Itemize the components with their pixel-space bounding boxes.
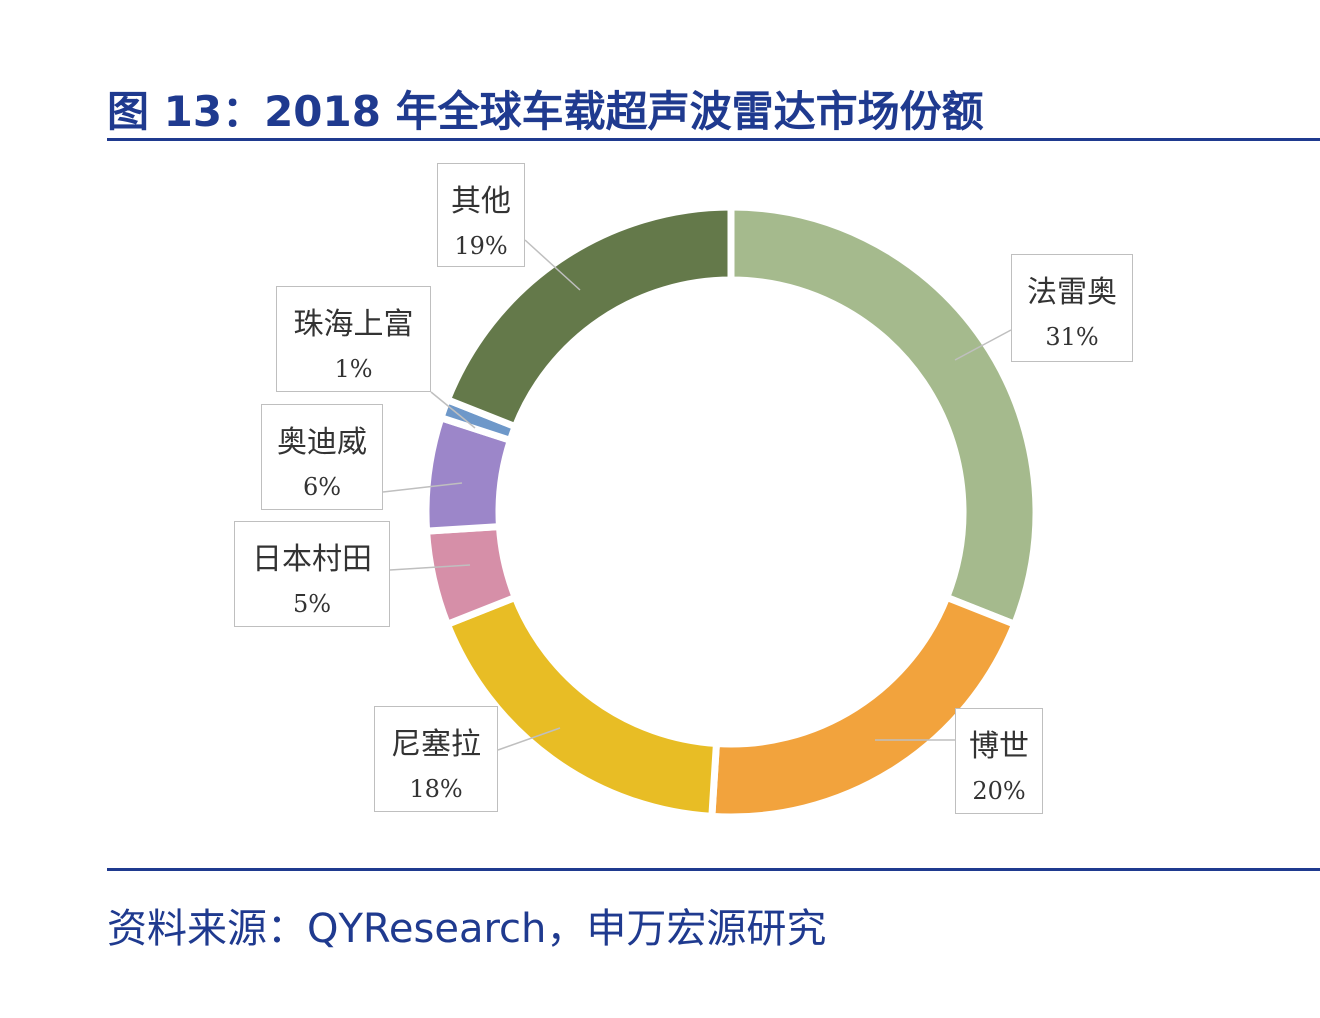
- callout-line-6: [524, 239, 581, 291]
- chart-title: 图 13：2018 年全球车载超声波雷达市场份额: [107, 87, 984, 136]
- data-label-box: 法雷奥 31%: [1011, 254, 1133, 362]
- data-label-box: 奥迪威 6%: [261, 404, 383, 510]
- data-label-value: 19%: [454, 232, 508, 260]
- callout-line-4: [382, 482, 463, 493]
- data-label-name: 博世: [969, 729, 1029, 764]
- data-label-value: 18%: [409, 775, 463, 803]
- title-rule: [107, 138, 1320, 141]
- data-label-value: 6%: [302, 473, 342, 501]
- data-label-name: 日本村田: [252, 542, 372, 577]
- callout-line-5: [430, 391, 476, 429]
- source-note: 资料来源：QYResearch，申万宏源研究: [107, 906, 827, 952]
- callout-line-2: [497, 727, 561, 751]
- data-label-value: 1%: [334, 355, 373, 383]
- data-label-box: 珠海上富 1%: [276, 286, 431, 392]
- data-label-box: 日本村田 5%: [234, 521, 390, 627]
- callout-line-0: [954, 329, 1012, 361]
- callout-line-3: [389, 564, 471, 571]
- data-label-name: 尼塞拉: [391, 727, 481, 762]
- data-label-value: 31%: [1045, 323, 1099, 351]
- donut-slice-0: [727, 203, 1040, 629]
- donut-slice-6: [442, 203, 735, 432]
- data-label-name: 法雷奥: [1027, 275, 1117, 310]
- data-label-box: 其他 19%: [437, 163, 525, 267]
- data-label-box: 博世 20%: [955, 708, 1043, 814]
- data-label-value: 5%: [292, 590, 332, 618]
- data-label-name: 其他: [451, 184, 511, 219]
- data-label-value: 20%: [972, 777, 1026, 805]
- data-label-name: 奥迪威: [277, 425, 367, 460]
- source-rule: [107, 868, 1320, 871]
- data-label-box: 尼塞拉 18%: [374, 706, 498, 812]
- data-label-name: 珠海上富: [293, 307, 414, 342]
